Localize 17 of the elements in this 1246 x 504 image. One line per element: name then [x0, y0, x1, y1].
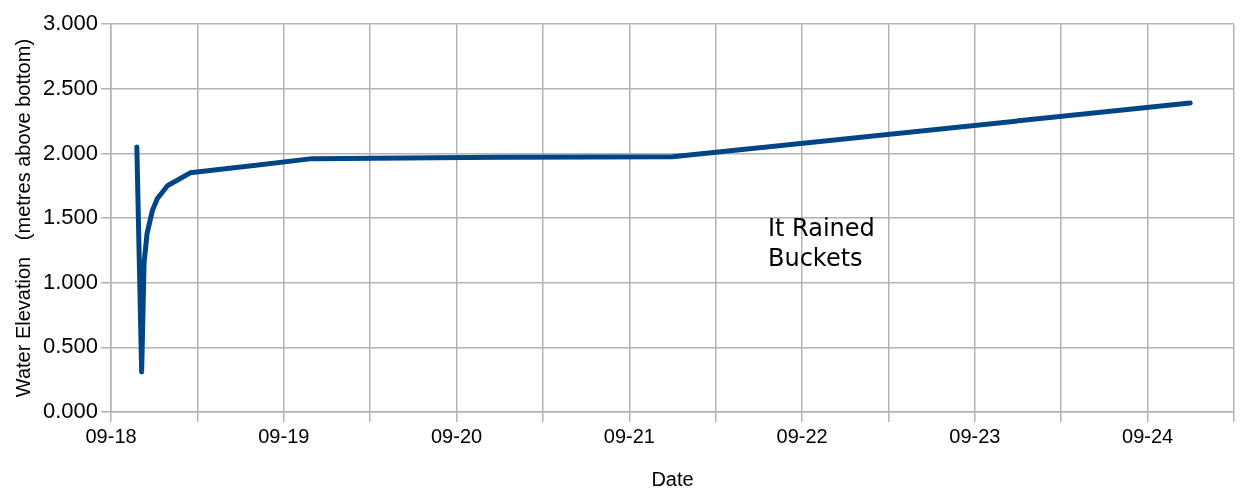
x-axis-title: Date [651, 467, 694, 490]
y-axis-title: Water Elevation (metres above bottom) [11, 38, 34, 398]
x-tick-label: 09-18 [85, 424, 137, 447]
y-tick-label: 2.000 [42, 139, 99, 165]
x-tick-label: 09-22 [776, 424, 828, 447]
annotation: It Rained Buckets [767, 214, 875, 273]
x-tick-label: 09-24 [1122, 424, 1174, 447]
y-tick-label: 3.000 [42, 10, 99, 36]
x-tick-label: 09-20 [431, 424, 483, 447]
x-tick-label: 09-21 [603, 424, 655, 447]
x-tick-label: 09-23 [949, 424, 1001, 447]
y-tick-label: 0.500 [42, 333, 99, 359]
y-tick-label: 1.500 [42, 204, 99, 230]
y-tick-label: 0.000 [42, 398, 99, 424]
x-tick-label: 09-19 [258, 424, 310, 447]
y-tick-label: 2.500 [42, 74, 99, 100]
y-tick-label: 1.000 [42, 268, 99, 294]
